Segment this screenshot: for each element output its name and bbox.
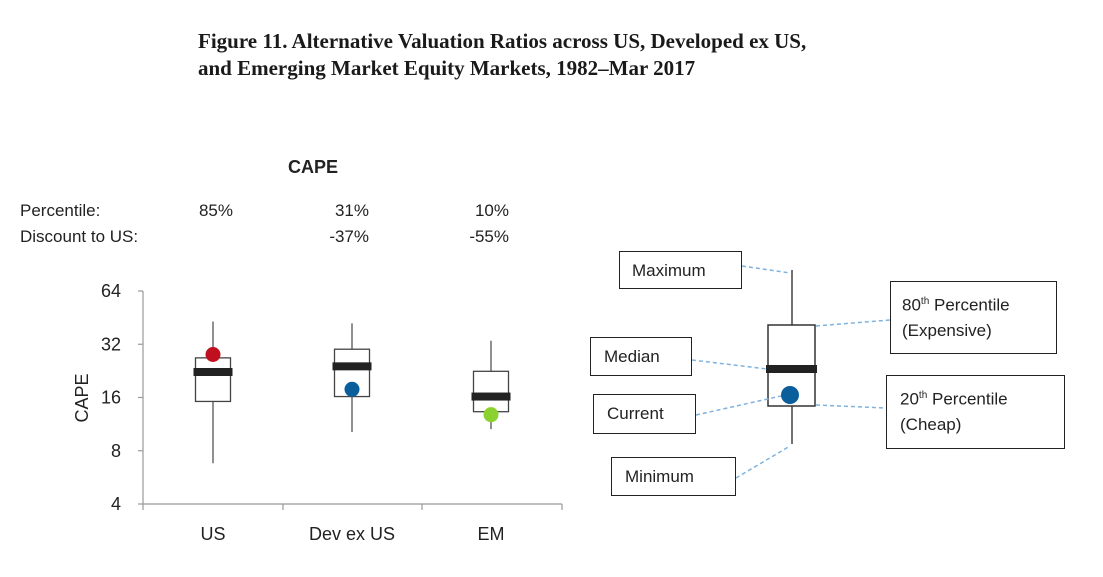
box-current-point: [344, 381, 360, 397]
percentile-us: 85%: [198, 201, 233, 220]
leader-minimum: [735, 445, 791, 479]
chart-title: CAPE: [288, 157, 339, 177]
percentile-em: 10%: [474, 201, 509, 220]
box-iqr: [472, 370, 510, 413]
leader-p20: [815, 404, 887, 409]
legend-schematic: [691, 265, 891, 479]
leader-p80: [815, 319, 891, 327]
legend-minimum-label: Minimum: [625, 467, 694, 486]
box-us: [193, 321, 233, 464]
figure-title: Figure 11. Alternative Valuation Ratios …: [198, 28, 1018, 82]
legend-median-box: Median: [590, 337, 692, 376]
legend-p80-sub: (Expensive): [902, 320, 992, 340]
y-tick-label: 32: [101, 334, 121, 354]
legend-minimum-box: Minimum: [611, 457, 736, 496]
box-median: [332, 362, 372, 371]
legend-median-label: Median: [604, 347, 660, 366]
y-tick-label: 16: [101, 388, 121, 408]
legend-p80-rest: Percentile: [929, 295, 1010, 315]
box-current-point: [483, 407, 499, 423]
discount-dev-ex-us: -37%: [329, 227, 369, 246]
legend-median-bar: [766, 365, 817, 373]
figure-title-line2: and Emerging Market Equity Markets, 1982…: [198, 56, 696, 80]
y-tick-label: 4: [111, 494, 121, 514]
discount-em: -55%: [469, 227, 509, 246]
legend-p20-box: 20th Percentile (Cheap): [886, 375, 1065, 449]
legend-p20-rest: Percentile: [927, 389, 1008, 409]
legend-maximum-box: Maximum: [619, 251, 742, 289]
y-tick-label: 64: [101, 281, 121, 301]
box-median: [471, 392, 511, 401]
box-dev-ex-us: [332, 323, 372, 433]
legend-maximum-label: Maximum: [632, 261, 706, 280]
percentile-row-label: Percentile:: [20, 201, 101, 220]
x-tick-label: Dev ex US: [309, 524, 395, 544]
legend-p80-sup: th: [920, 296, 930, 307]
legend-p80-box: 80th Percentile (Expensive): [890, 281, 1057, 354]
y-axis-label: CAPE: [72, 373, 92, 422]
discount-row-label: Discount to US:: [20, 227, 139, 246]
legend-p20-num: 20: [900, 389, 919, 409]
box-iqr: [194, 357, 232, 403]
figure-title-line1: Figure 11. Alternative Valuation Ratios …: [198, 29, 807, 53]
leader-median: [691, 359, 768, 370]
y-tick-label: 8: [111, 441, 121, 461]
chart-boxes: [193, 321, 511, 464]
legend-current-label: Current: [607, 404, 664, 423]
leader-current: [695, 395, 782, 416]
legend-p20-sub: (Cheap): [900, 414, 962, 434]
box-current-point: [205, 347, 221, 363]
box-median: [193, 367, 233, 376]
leader-maximum: [741, 265, 791, 274]
x-tick-label: US: [200, 524, 225, 544]
x-tick-label: EM: [478, 524, 505, 544]
box-em: [471, 340, 511, 430]
legend-current-box: Current: [593, 394, 696, 434]
legend-p80-num: 80: [902, 295, 921, 315]
chart-axes: 64 32 16 8 4 US Dev ex US EM: [101, 281, 563, 544]
legend-p20-sup: th: [918, 390, 928, 401]
percentile-dev-ex-us: 31%: [334, 201, 369, 220]
legend-current-dot: [781, 386, 799, 404]
